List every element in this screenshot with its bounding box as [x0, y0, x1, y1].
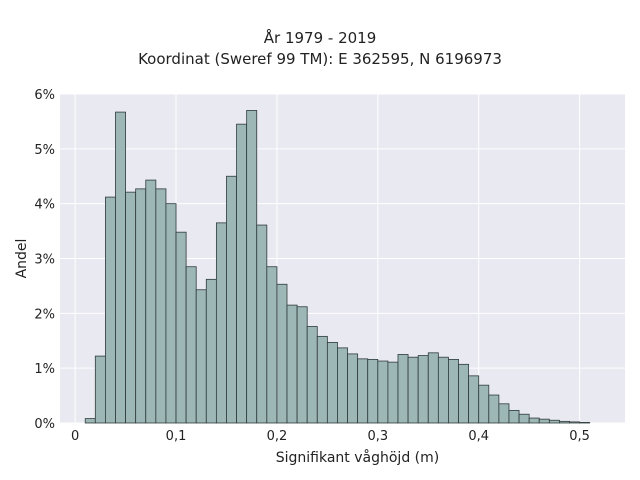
histogram-bar — [427, 352, 439, 424]
histogram-bar — [337, 347, 348, 424]
histogram-bar — [94, 355, 106, 424]
histogram-bar — [367, 358, 379, 424]
histogram-bar — [347, 353, 359, 424]
histogram-bar — [155, 188, 167, 424]
histogram-bar — [357, 358, 369, 424]
histogram-bar — [185, 266, 197, 424]
x-axis-ticks: 0 0,1 0,2 0,3 0,4 0,5 — [71, 429, 590, 444]
histogram-bar — [498, 403, 510, 424]
histogram-bar — [326, 341, 338, 424]
histogram-bar — [215, 222, 227, 424]
histogram-bar — [488, 394, 500, 424]
histogram-bar — [579, 422, 591, 424]
x-tick-label: 0 — [71, 429, 79, 444]
histogram-bar — [538, 418, 550, 424]
histogram-bar — [256, 224, 268, 424]
histogram-bar — [135, 188, 147, 424]
histogram-bar — [508, 409, 520, 424]
histogram-bar — [286, 304, 298, 424]
histogram-bar — [296, 306, 308, 424]
histogram-bar — [246, 110, 258, 424]
histogram-bar — [84, 418, 96, 424]
y-tick-label: 5% — [34, 143, 55, 158]
histogram-bar — [528, 417, 540, 424]
y-tick-label: 1% — [34, 362, 55, 377]
x-tick-label: 0,4 — [468, 429, 489, 444]
histogram-bar — [437, 356, 449, 424]
histogram-bar — [377, 360, 389, 424]
x-tick-label: 0,3 — [367, 429, 388, 444]
histogram-bar — [458, 363, 470, 424]
histogram-bar — [407, 356, 419, 424]
y-axis-ticks: 0% 1% 2% 3% 4% 5% 6% — [34, 88, 55, 432]
histogram-bar — [316, 335, 328, 424]
histogram-bar — [417, 355, 429, 424]
histogram-bar — [175, 231, 187, 424]
histogram-bar — [548, 419, 560, 424]
histogram-bar — [195, 289, 207, 424]
histogram-bar — [387, 361, 399, 424]
y-tick-label: 0% — [34, 417, 55, 432]
histogram-bar — [145, 179, 157, 424]
chart-title: År 1979 - 2019 — [263, 29, 377, 47]
histogram-bar — [266, 266, 278, 424]
histogram-bar — [448, 358, 459, 424]
y-tick-label: 6% — [34, 88, 55, 103]
x-tick-label: 0,5 — [569, 429, 590, 444]
histogram-bar — [569, 421, 580, 424]
histogram-bar — [468, 375, 480, 424]
chart-subtitle: Koordinat (Sweref 99 TM): E 362595, N 61… — [138, 50, 502, 68]
y-tick-label: 2% — [34, 307, 55, 322]
histogram-bar — [276, 283, 288, 424]
histogram-bar — [226, 175, 237, 424]
histogram-bar — [205, 278, 217, 424]
x-axis-label: Signifikant våghöjd (m) — [276, 449, 439, 466]
y-tick-label: 3% — [34, 253, 55, 268]
histogram-bar — [236, 123, 248, 424]
y-axis-label: Andel — [14, 239, 30, 279]
histogram-bar — [115, 111, 126, 424]
histogram-bar — [397, 354, 409, 424]
histogram-bar — [478, 384, 490, 424]
histogram-bar — [165, 203, 177, 424]
histogram-bar — [105, 196, 116, 424]
histogram-bar — [306, 326, 318, 424]
x-tick-label: 0,2 — [267, 429, 288, 444]
x-tick-label: 0,1 — [166, 429, 187, 444]
histogram-bars — [84, 110, 591, 424]
histogram-bar — [559, 420, 570, 424]
y-tick-label: 4% — [34, 198, 55, 213]
histogram-bar — [518, 413, 530, 424]
histogram-bar — [125, 191, 137, 424]
